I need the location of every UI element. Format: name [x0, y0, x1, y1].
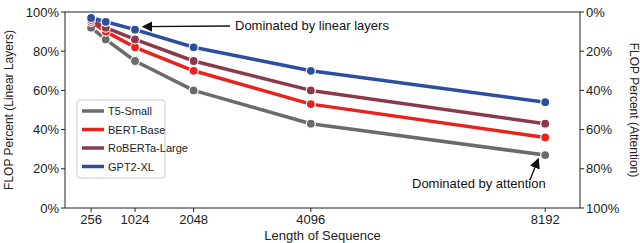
y2-axis-label: FLOP Percent (Attention) — [627, 43, 640, 178]
x-tick-label: 4096 — [296, 212, 325, 227]
series-marker — [306, 119, 315, 128]
legend-label: GPT2-XL — [108, 161, 154, 173]
y-tick-label: 20% — [33, 161, 59, 176]
series-marker — [306, 66, 315, 75]
y2-tick-label: 100% — [586, 201, 620, 216]
series-marker — [541, 98, 550, 107]
y2-tick — [580, 168, 584, 169]
series-marker — [101, 17, 110, 26]
y-tick — [61, 90, 65, 91]
y-tick — [61, 51, 65, 52]
y2-tick-label: 80% — [586, 161, 612, 176]
y2-tick-label: 20% — [586, 44, 612, 59]
y-tick — [61, 12, 65, 13]
y-tick-label: 80% — [33, 44, 59, 59]
legend-label: RoBERTa-Large — [108, 142, 188, 154]
y-tick — [61, 129, 65, 130]
series-marker — [189, 86, 198, 95]
y2-tick-label: 0% — [586, 5, 605, 20]
y-tick — [61, 208, 65, 209]
series-marker — [87, 13, 96, 22]
legend-box — [77, 100, 165, 178]
series-marker — [541, 151, 550, 160]
y2-tick-label: 60% — [586, 122, 612, 137]
y-tick-label: 100% — [26, 5, 60, 20]
series-marker — [306, 100, 315, 109]
plot-frame — [65, 12, 580, 208]
series-marker — [189, 66, 198, 75]
y2-tick-label: 40% — [586, 83, 612, 98]
y-tick — [61, 168, 65, 169]
chart: 256 1024 2048 4096 8192 0% 20% 40% 60% 80% 100% 0% 2… — [0, 0, 640, 243]
series-marker — [541, 133, 550, 142]
series-marker — [131, 25, 140, 34]
annotation-arrow — [530, 159, 538, 180]
y2-tick — [580, 208, 584, 209]
y2-tick — [580, 129, 584, 130]
annotation: Dominated by attention — [412, 176, 546, 191]
legend-swatch — [82, 109, 104, 113]
y2-tick — [580, 12, 584, 13]
series-marker — [306, 86, 315, 95]
series-line — [91, 18, 545, 102]
legend-swatch — [82, 128, 104, 132]
series-marker — [189, 43, 198, 52]
y-tick-label: 40% — [33, 122, 59, 137]
legend-swatch — [82, 146, 104, 150]
legend-swatch — [82, 165, 104, 169]
legend-label: BERT-Base — [108, 124, 165, 136]
x-axis-label: Length of Sequence — [264, 228, 380, 243]
x-tick-label: 2048 — [179, 212, 208, 227]
y2-tick — [580, 51, 584, 52]
x-tick-label: 256 — [80, 212, 102, 227]
annotation-arrow — [143, 25, 230, 27]
legend-label: T5-Small — [108, 105, 152, 117]
x-tick-label: 1024 — [121, 212, 150, 227]
y-tick-label: 0% — [40, 201, 59, 216]
y-tick-label: 60% — [33, 83, 59, 98]
annotation: Dominated by linear layers — [235, 18, 389, 33]
series-marker — [189, 57, 198, 66]
series-marker — [541, 119, 550, 128]
series-marker — [131, 57, 140, 66]
series-marker — [131, 35, 140, 44]
legend: T5-Small BERT-Base RoBERTa-Large GPT2-XL — [77, 100, 188, 178]
y-axis-label: FLOP Percent (Linear Layers) — [2, 30, 16, 190]
x-tick-label: 8192 — [531, 212, 560, 227]
y2-tick — [580, 90, 584, 91]
